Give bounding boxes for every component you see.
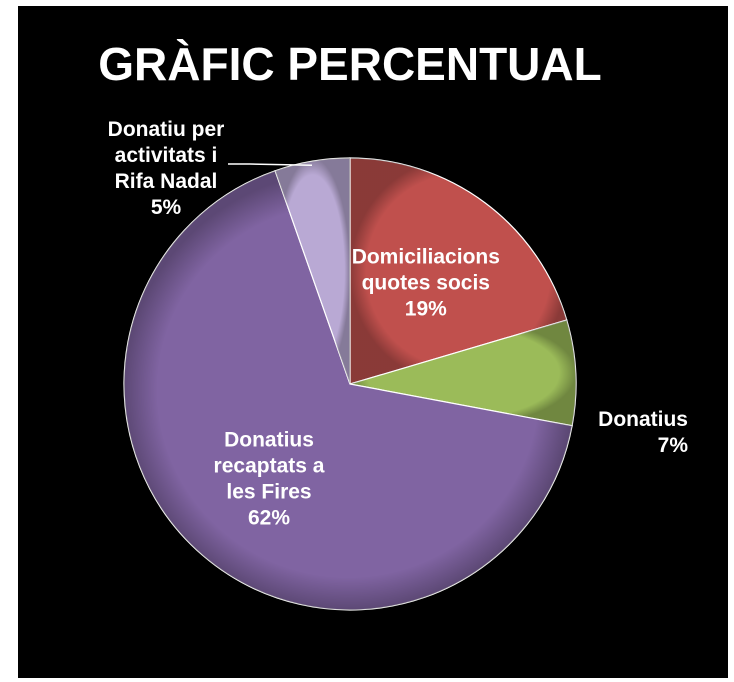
slice-label-line: Donatius <box>224 428 314 451</box>
pie-slices <box>123 157 577 611</box>
slice-label-line: Domiciliacions <box>352 246 500 269</box>
slice-label-line: Rifa Nadal <box>115 170 218 193</box>
chart-frame: GRÀFIC PERCENTUAL Domiciliacions quotes s… <box>18 6 728 678</box>
slice-label-line: recaptats a <box>214 454 325 477</box>
slice-label-domiciliacions-quotes-socis: Domiciliacions quotes socis 19% <box>352 246 500 321</box>
slice-label-line: quotes socis <box>362 272 490 295</box>
slice-label-donatius: Donatius 7% <box>598 408 688 457</box>
slice-percent-label: 62% <box>248 506 290 529</box>
slice-percent-label: 7% <box>658 434 689 457</box>
leader-line <box>228 163 313 166</box>
slice-labels: Domiciliacions quotes socis 19%Donatius 7%D… <box>108 118 689 529</box>
chart-title: GRÀFIC PERCENTUAL <box>98 38 601 90</box>
slice-label-line: Donatius <box>598 408 688 431</box>
slice-label-donatiu-per-activitats-i-rifa-nadal: Donatiu per activitats i Rifa Nadal 5% <box>108 118 225 219</box>
slice-percent-label: 19% <box>405 298 447 321</box>
pie-chart: GRÀFIC PERCENTUAL Domiciliacions quotes s… <box>98 38 689 611</box>
slice-percent-label: 5% <box>151 196 182 219</box>
pie-slice-shading <box>350 158 567 384</box>
pie-slice-shading <box>350 320 577 426</box>
slice-label-line: Donatiu per <box>108 118 225 141</box>
pie-slice-shading <box>124 170 573 610</box>
slice-label-line: activitats i <box>115 144 218 167</box>
slice-label-donatius-recaptats-a-les-fires: Donatius recaptats a les Fires 62% <box>214 428 325 529</box>
pie-slice-shading <box>275 158 350 384</box>
slice-label-line: les Fires <box>226 480 311 503</box>
